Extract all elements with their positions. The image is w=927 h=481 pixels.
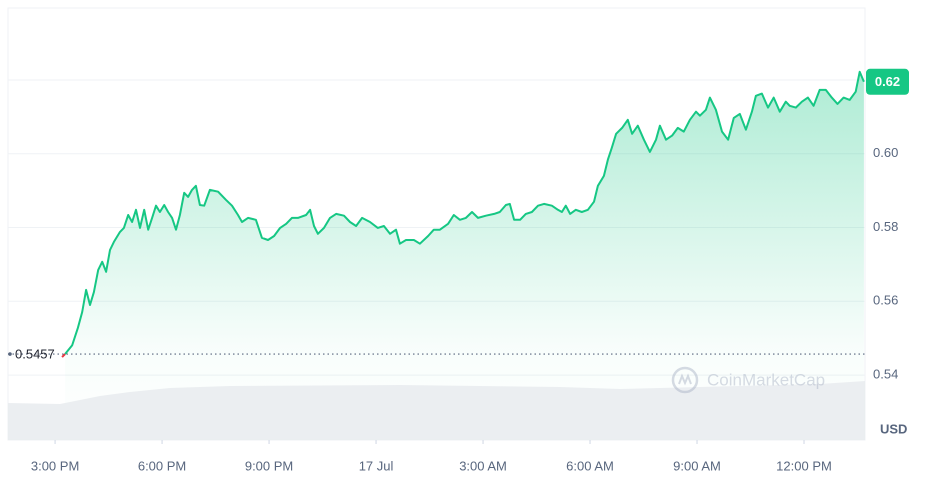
x-tick-label: 6:00 PM (138, 458, 186, 473)
currency-label: USD (880, 421, 907, 436)
x-tick-label: 3:00 AM (459, 458, 507, 473)
current-price-badge (866, 68, 909, 95)
y-tick-label: 0.60 (873, 145, 898, 160)
y-tick-label: 0.58 (873, 219, 898, 234)
reference-dot (8, 352, 12, 356)
start-marker (61, 353, 66, 358)
reference-label: 0.5457 (15, 346, 55, 361)
x-tick-label: 6:00 AM (566, 458, 614, 473)
watermark: CoinMarketCap (671, 366, 825, 394)
watermark-logo (671, 366, 699, 394)
watermark-text: CoinMarketCap (707, 370, 825, 389)
price-area (65, 71, 864, 441)
x-tick-label: 3:00 PM (31, 458, 79, 473)
x-tick-label: 12:00 PM (776, 458, 832, 473)
price-line (64, 70, 865, 355)
current-price-label: 0.62 (875, 74, 900, 89)
y-tick-label: 0.56 (873, 293, 898, 308)
x-tick-label: 9:00 PM (245, 458, 293, 473)
volume-area (8, 381, 865, 440)
x-tick-label: 17 Jul (359, 458, 394, 473)
x-tick-label: 9:00 AM (673, 458, 721, 473)
y-tick-label: 0.54 (873, 367, 898, 382)
watermark-logo-m (678, 373, 692, 386)
